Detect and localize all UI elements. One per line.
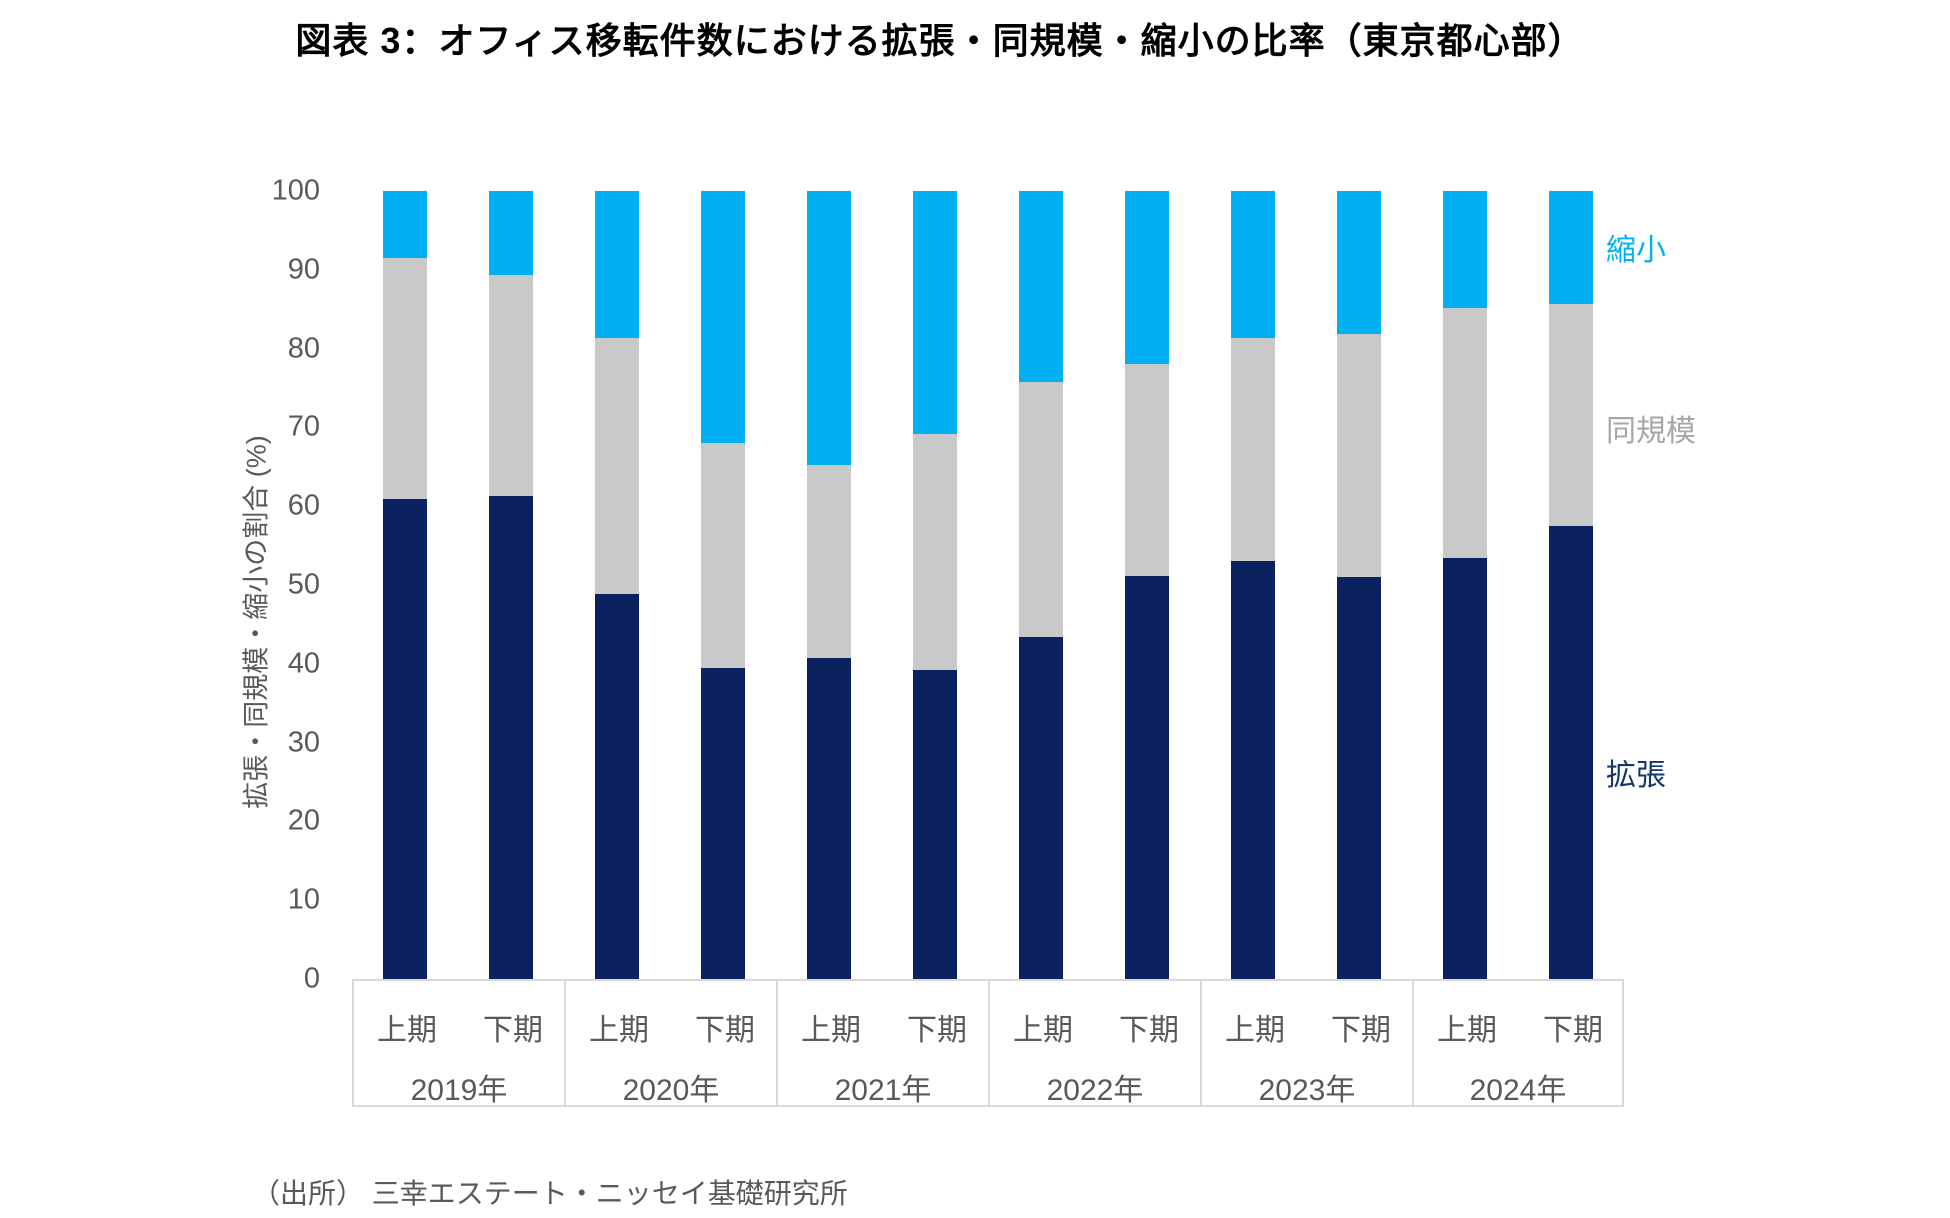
year-label-2019年: 2019年 — [410, 1074, 508, 1107]
bar-segment-同規模-2023年下期 — [1337, 334, 1381, 578]
period-label-2023年-上期: 上期 — [1225, 1014, 1285, 1047]
y-tick-label-90: 90 — [287, 253, 320, 286]
period-label-2023年-下期: 下期 — [1331, 1014, 1391, 1047]
year-label-2021年: 2021年 — [834, 1074, 932, 1107]
bar-segment-拡張-2023年上期 — [1231, 560, 1275, 979]
period-label-2022年-上期: 上期 — [1013, 1014, 1073, 1047]
legend-label-同規模: 同規模 — [1606, 415, 1696, 448]
legend-label-拡張: 拡張 — [1606, 759, 1666, 792]
bar-segment-縮小-2024年下期 — [1549, 191, 1593, 304]
bar-segment-同規模-2021年上期 — [807, 465, 851, 659]
year-label-2023年: 2023年 — [1258, 1074, 1356, 1107]
period-label-2019年-下期: 下期 — [483, 1014, 543, 1047]
bar-segment-縮小-2024年上期 — [1443, 191, 1487, 308]
y-tick-label-0: 0 — [303, 962, 320, 995]
bar-segment-同規模-2023年上期 — [1231, 337, 1275, 561]
bar-segment-同規模-2024年下期 — [1549, 303, 1593, 526]
year-label-2022年: 2022年 — [1046, 1074, 1144, 1107]
bar-segment-拡張-2022年上期 — [1019, 637, 1063, 979]
period-label-2024年-下期: 下期 — [1543, 1014, 1603, 1047]
bar-segment-同規模-2021年下期 — [913, 433, 957, 671]
bar-segment-拡張-2019年下期 — [489, 495, 533, 979]
year-label-2024年: 2024年 — [1469, 1074, 1567, 1107]
bar-segment-縮小-2020年上期 — [595, 191, 639, 339]
bar-segment-同規模-2020年下期 — [701, 443, 745, 668]
x-axis-group-2020年: 上期 下期 2020年 — [564, 981, 776, 1107]
chart-title: 図表 3：オフィス移転件数における拡張・同規模・縮小の比率（東京都心部） — [295, 20, 1585, 61]
bar-segment-拡張-2020年下期 — [701, 667, 745, 979]
bar-segment-拡張-2024年上期 — [1443, 558, 1487, 979]
y-tick-label-100: 100 — [271, 174, 320, 207]
plot-area — [352, 191, 1624, 979]
bar-segment-縮小-2020年下期 — [701, 191, 745, 444]
bar-segment-拡張-2024年下期 — [1549, 525, 1593, 979]
period-label-2020年-上期: 上期 — [589, 1014, 649, 1047]
y-tick-label-10: 10 — [287, 883, 320, 916]
bar-segment-縮小-2021年上期 — [807, 191, 851, 466]
bar-segment-同規模-2019年下期 — [489, 274, 533, 496]
period-label-2022年-下期: 下期 — [1119, 1014, 1179, 1047]
x-axis-group-2019年: 上期 下期 2019年 — [352, 981, 564, 1107]
bar-segment-拡張-2022年下期 — [1125, 576, 1169, 979]
y-tick-label-40: 40 — [287, 647, 320, 680]
bar-segment-同規模-2022年下期 — [1125, 364, 1169, 577]
bar-segment-縮小-2022年下期 — [1125, 191, 1169, 365]
legend-label-縮小: 縮小 — [1606, 234, 1666, 267]
bar-segment-同規模-2019年上期 — [383, 257, 427, 500]
bar-segment-同規模-2022年上期 — [1019, 381, 1063, 638]
y-tick-label-80: 80 — [287, 332, 320, 365]
period-label-2020年-下期: 下期 — [695, 1014, 755, 1047]
bar-segment-拡張-2023年下期 — [1337, 577, 1381, 979]
x-axis-group-2023年: 上期 下期 2023年 — [1200, 981, 1412, 1107]
bar-segment-縮小-2023年下期 — [1337, 191, 1381, 335]
bar-segment-拡張-2021年上期 — [807, 658, 851, 979]
bar-segment-縮小-2022年上期 — [1019, 191, 1063, 382]
x-axis-group-2021年: 上期 下期 2021年 — [776, 981, 988, 1107]
bar-segment-拡張-2021年下期 — [913, 670, 957, 979]
bar-segment-縮小-2021年下期 — [913, 191, 957, 434]
y-tick-label-70: 70 — [287, 410, 320, 443]
bar-segment-同規模-2020年上期 — [595, 338, 639, 595]
bar-segment-拡張-2020年上期 — [595, 594, 639, 979]
x-axis-group-2024年: 上期 下期 2024年 — [1412, 981, 1624, 1107]
y-tick-label-20: 20 — [287, 804, 320, 837]
source-note: （出所） 三幸エステート・ニッセイ基礎研究所 — [252, 1178, 848, 1209]
bar-segment-縮小-2023年上期 — [1231, 191, 1275, 338]
year-label-2020年: 2020年 — [622, 1074, 720, 1107]
y-tick-label-30: 30 — [287, 726, 320, 759]
period-label-2019年-上期: 上期 — [377, 1014, 437, 1047]
y-tick-label-50: 50 — [287, 568, 320, 601]
bar-segment-縮小-2019年下期 — [489, 191, 533, 275]
bar-segment-縮小-2019年上期 — [383, 191, 427, 258]
x-axis-band: 上期 下期 2019年 上期 下期 2020年 上期 下期 2021年 上期 下期 2022年 上期 下期… — [352, 979, 1624, 1107]
period-label-2021年-下期: 下期 — [907, 1014, 967, 1047]
x-axis-group-2022年: 上期 下期 2022年 — [988, 981, 1200, 1107]
period-label-2024年-上期: 上期 — [1437, 1014, 1497, 1047]
y-tick-label-60: 60 — [287, 489, 320, 522]
bar-segment-拡張-2019年上期 — [383, 499, 427, 979]
bar-segment-同規模-2024年上期 — [1443, 307, 1487, 559]
period-label-2021年-上期: 上期 — [801, 1014, 861, 1047]
